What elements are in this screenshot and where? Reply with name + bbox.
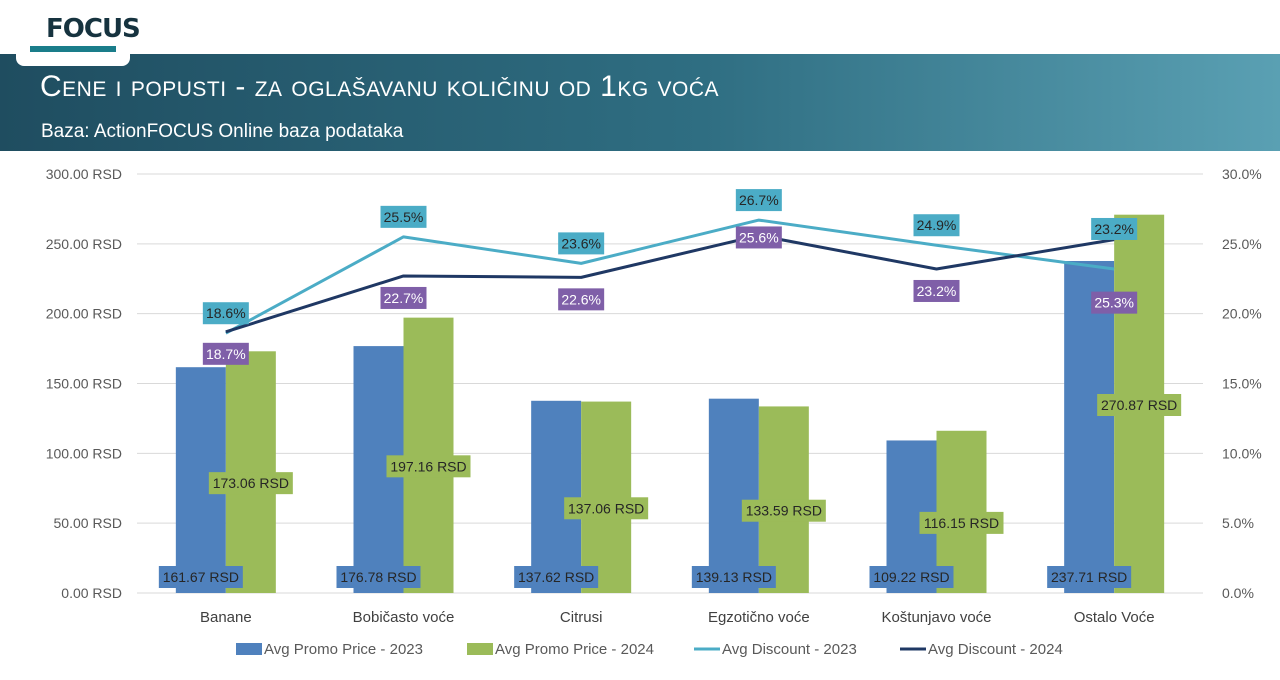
data-label-promo-2024: 270.87 RSD (1101, 397, 1177, 413)
data-label-promo-2024: 173.06 RSD (213, 475, 289, 491)
logo-text: FOCUS (46, 14, 141, 44)
y-right-tick-label: 0.0% (1222, 585, 1254, 601)
data-label-promo-2024: 133.59 RSD (746, 503, 822, 519)
data-label-promo-2023-box (691, 566, 776, 588)
line-discount-2024 (225, 233, 1115, 334)
data-label-promo-2023: 161.67 RSD (163, 569, 239, 585)
data-label-promo-2023-box (1047, 566, 1132, 588)
data-label-promo-2023-box (869, 566, 954, 588)
y-left-tick-label: 0.00 RSD (61, 585, 122, 601)
x-tick-label: Egzotično voće (708, 609, 810, 626)
legend-label: Avg Discount - 2023 (722, 641, 857, 658)
data-label-discount-2024: 18.7% (206, 346, 246, 362)
data-label-promo-2024-box (208, 472, 293, 495)
y-right-tick-label: 30.0% (1222, 166, 1262, 182)
data-label-discount-2024-box (735, 226, 782, 249)
page-title: Cene i popusti - za oglašavanu količinu … (40, 70, 720, 103)
data-label-discount-2024: 25.6% (739, 229, 779, 245)
bar-promo-2023 (1064, 260, 1115, 593)
legend-label: Avg Promo Price - 2023 (264, 641, 423, 658)
bar-promo-2023 (708, 398, 759, 593)
data-label-promo-2024-box (741, 499, 826, 522)
data-label-promo-2024: 137.06 RSD (568, 500, 644, 516)
data-label-discount-2024-box (558, 288, 605, 311)
data-label-promo-2023-box (336, 566, 421, 588)
data-label-promo-2024: 116.15 RSD (924, 515, 999, 531)
y-left-tick-label: 50.00 RSD (54, 515, 122, 531)
y-left-tick-label: 250.00 RSD (46, 236, 122, 252)
data-label-discount-2023-box (202, 302, 249, 325)
page-subtitle: Baza: ActionFOCUS Online baza podataka (41, 121, 404, 142)
y-right-tick-label: 25.0% (1222, 236, 1262, 252)
x-tick-label: Bobičasto voće (353, 609, 455, 626)
y-left-tick-label: 150.00 RSD (46, 376, 122, 392)
x-tick-label: Citrusi (560, 609, 603, 626)
data-label-promo-2024: 197.16 RSD (390, 458, 466, 474)
legend-swatch (236, 643, 262, 655)
data-label-discount-2023: 24.9% (917, 217, 957, 233)
data-label-promo-2023: 237.71 RSD (1051, 569, 1127, 585)
data-label-promo-2023-box (514, 566, 599, 588)
legend-label: Avg Promo Price - 2024 (495, 641, 654, 658)
data-label-promo-2024-box (386, 455, 471, 478)
data-label-promo-2023: 109.22 RSD (873, 569, 949, 585)
data-label-discount-2023: 18.6% (206, 305, 246, 321)
logo-underline (30, 46, 116, 52)
data-label-promo-2023: 139.13 RSD (696, 569, 772, 585)
data-label-promo-2024-box (1097, 394, 1182, 416)
data-label-discount-2023-box (1091, 217, 1138, 240)
legend-label: Avg Discount - 2024 (928, 641, 1063, 658)
data-label-discount-2024-box (202, 342, 249, 365)
data-label-discount-2023: 26.7% (739, 192, 779, 208)
data-label-discount-2023-box (735, 189, 782, 212)
data-label-discount-2023: 25.5% (384, 209, 424, 225)
data-label-promo-2024-box (919, 511, 1004, 534)
data-label-discount-2024: 22.7% (384, 290, 424, 306)
bar-promo-2023 (531, 400, 582, 593)
data-label-promo-2023-box (158, 566, 243, 588)
legend-swatch (467, 643, 493, 655)
y-right-tick-label: 10.0% (1222, 445, 1262, 461)
data-label-discount-2024-box (1091, 291, 1138, 314)
data-label-discount-2023-box (380, 205, 427, 228)
data-label-discount-2024: 25.3% (1094, 295, 1134, 311)
data-label-discount-2024-box (380, 286, 427, 309)
data-label-discount-2023: 23.2% (1094, 221, 1134, 237)
data-label-discount-2024: 23.2% (917, 283, 957, 299)
x-tick-label: Ostalo Voće (1074, 609, 1155, 626)
y-right-tick-label: 5.0% (1222, 515, 1254, 531)
data-label-promo-2023: 137.62 RSD (518, 569, 594, 585)
header-band (0, 54, 1280, 151)
focus-logo: FOCUS (16, 0, 141, 66)
data-label-discount-2024-box (913, 279, 960, 302)
data-label-discount-2023-box (913, 214, 960, 237)
data-label-discount-2023: 23.6% (561, 235, 601, 251)
data-label-discount-2024: 22.6% (561, 291, 601, 307)
x-tick-label: Banane (200, 609, 252, 626)
y-left-tick-label: 100.00 RSD (46, 445, 122, 461)
data-label-promo-2023: 176.78 RSD (340, 569, 416, 585)
y-right-tick-label: 15.0% (1222, 376, 1262, 392)
y-left-tick-label: 200.00 RSD (46, 306, 122, 322)
data-label-discount-2023-box (558, 232, 605, 255)
data-label-promo-2024-box (564, 497, 649, 520)
y-left-tick-label: 300.00 RSD (46, 166, 122, 182)
x-tick-label: Koštunjavo voće (881, 609, 991, 626)
line-discount-2023 (225, 218, 1115, 335)
y-right-tick-label: 20.0% (1222, 306, 1262, 322)
